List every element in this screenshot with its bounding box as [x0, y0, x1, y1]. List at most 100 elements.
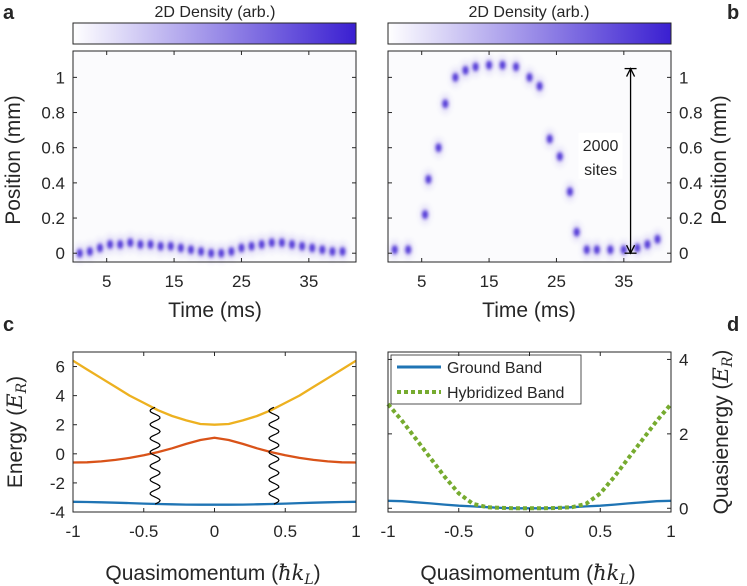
y-tick-label: 0 [679, 244, 688, 263]
density-blob [187, 245, 194, 255]
series-line-2 [72, 359, 357, 426]
x-tick-label: 0 [525, 522, 534, 541]
density-blob [620, 245, 627, 255]
y-tick-label: 0.2 [679, 209, 703, 228]
y-tick-label: 0.8 [41, 104, 65, 123]
x-axis-label-c: Quasimomentum (ħkL) [105, 561, 320, 586]
density-blob [268, 238, 275, 248]
y-tick-label: 0.6 [679, 139, 703, 158]
density-blob [573, 227, 580, 237]
density-blob [218, 248, 225, 258]
colorbar-label-a: 2D Density (arb.) [155, 4, 276, 21]
y-tick-label: 2 [56, 416, 65, 435]
density-blob [107, 239, 114, 249]
density-blob [167, 241, 174, 251]
band-curves-c [72, 359, 357, 506]
panel-b: 2D Density (arb.) 2000 sites 5 15 25 35 0 0.2… [387, 4, 731, 322]
density-blob [86, 246, 93, 256]
x-axis-label-a: Time (ms) [168, 299, 262, 322]
density-blob [499, 60, 506, 70]
y-tick-label: 1 [56, 68, 65, 87]
series-line-0 [387, 499, 672, 510]
series-line-0 [72, 500, 357, 506]
series-line-1 [386, 402, 673, 511]
density-blob [248, 241, 255, 251]
y-tick-label: 0.4 [679, 174, 703, 193]
density-blob [319, 245, 326, 255]
y-tick-label: 0.6 [41, 139, 65, 158]
panel-label-c: c [3, 314, 14, 336]
legend-d: Ground Band Hybridized Band [390, 354, 582, 405]
x-tick-label: 5 [417, 272, 426, 291]
colorbar-a [72, 22, 357, 45]
density-blob [137, 239, 144, 249]
y-tick-label: 0 [56, 445, 65, 464]
density-blob [593, 245, 600, 255]
density-blob [452, 72, 459, 82]
x-tick-label: -1 [65, 522, 80, 541]
x-tick-label: -0.5 [444, 522, 473, 541]
transition-wiggles [149, 406, 280, 505]
annotation-background [578, 132, 623, 179]
density-blob [309, 243, 316, 253]
density-blob [278, 238, 285, 248]
x-tick-label: 5 [102, 272, 111, 291]
density-blob [654, 234, 661, 244]
density-blobs-a [74, 232, 348, 264]
density-blob [536, 81, 543, 91]
density-blob [607, 245, 614, 255]
annotation-arrowhead-top [625, 67, 636, 77]
ticks-b: 5 15 25 35 0 0.2 0.4 0.6 0.8 1 [388, 51, 703, 291]
y-tick-label: -4 [50, 503, 65, 522]
panel-label-b: b [727, 2, 739, 24]
y-tick-label: 1 [679, 68, 688, 87]
density-blob [566, 187, 573, 197]
panel-label-a: a [3, 2, 15, 24]
ticks-c: -1 -0.5 0 0.5 1 -4 -2 0 2 4 6 [50, 352, 361, 541]
axes-frame-a [72, 50, 357, 263]
sites-annotation: 2000 sites [578, 67, 637, 255]
density-blob [526, 72, 533, 82]
y-tick-label: 0.8 [679, 104, 703, 123]
x-tick-label: 1 [666, 522, 675, 541]
density-blob [425, 174, 432, 184]
density-blob [258, 239, 265, 249]
density-blob [299, 241, 306, 251]
density-blob [634, 243, 641, 253]
density-blob [339, 246, 346, 256]
panel-label-d: d [727, 314, 739, 336]
x-tick-label: 0.5 [273, 522, 297, 541]
density-blob [157, 241, 164, 251]
density-blobs-b [389, 55, 663, 260]
density-blob [208, 248, 215, 258]
x-tick-label: 35 [299, 272, 318, 291]
ticks-a: 5 15 25 35 0 0.2 0.4 0.6 0.8 1 [41, 51, 356, 291]
density-blob [177, 243, 184, 253]
density-blob [288, 239, 295, 249]
x-tick-label: 25 [232, 272, 251, 291]
legend-label-ground: Ground Band [447, 360, 542, 377]
transition-wiggle-0 [149, 406, 161, 505]
density-blob [96, 243, 103, 253]
annotation-text-line1: 2000 [583, 138, 619, 155]
density-blob [442, 99, 449, 109]
density-blob [329, 246, 336, 256]
x-tick-label: 15 [480, 272, 499, 291]
annotation-text-line2: sites [584, 162, 617, 179]
density-blob [435, 143, 442, 153]
legend-box [390, 354, 582, 405]
x-axis-label-b: Time (ms) [482, 299, 576, 322]
annotation-arrowhead-bottom [625, 244, 636, 255]
y-tick-label: 0.2 [41, 209, 65, 228]
axes-frame-c [72, 351, 357, 513]
y-tick-label: 0 [56, 244, 65, 263]
y-axis-label-b: Position (mm) [708, 95, 731, 225]
density-blob [117, 239, 124, 249]
density-blob [198, 246, 205, 256]
density-blob [513, 62, 520, 72]
x-tick-label: 0.5 [588, 522, 612, 541]
panel-a: 2D Density (arb.) 5 15 25 3500.20.40.60.81 … [2, 4, 357, 322]
y-tick-label: 4 [56, 387, 65, 406]
